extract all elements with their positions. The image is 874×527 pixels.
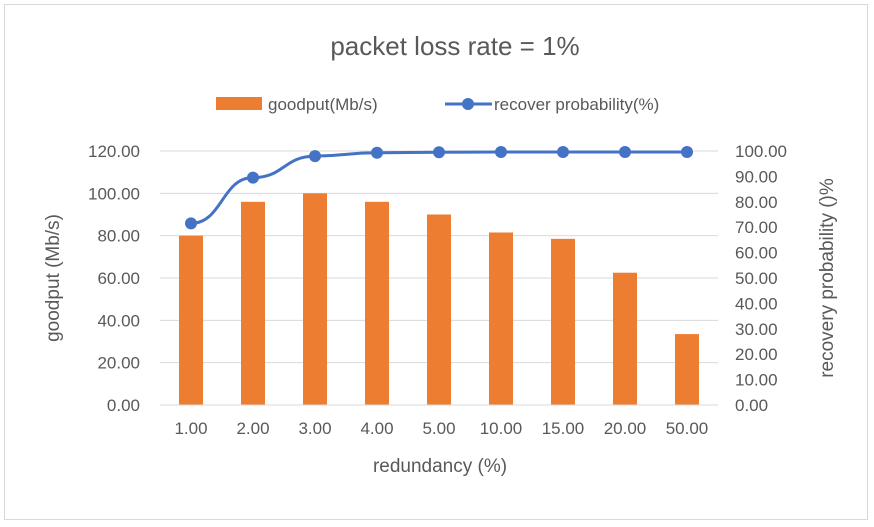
line-point xyxy=(619,146,631,159)
bar-series-goodput xyxy=(179,193,699,405)
x-tick-label: 2.00 xyxy=(236,419,269,438)
legend-swatch-goodput xyxy=(216,97,262,110)
y-axis-left-label: goodput (Mb/s) xyxy=(43,214,64,342)
y-right-tick-label: 20.00 xyxy=(735,345,778,364)
bar xyxy=(427,214,451,405)
y-left-tick-label: 100.00 xyxy=(88,184,140,203)
y-axis-left: 0.00 20.00 40.00 60.00 80.00 100.00 120.00 xyxy=(88,142,140,415)
y-axis-right: 0.00 10.00 20.00 30.00 40.00 50.00 60.00 70.00 8… xyxy=(735,142,787,415)
x-tick-label: 10.00 xyxy=(480,419,523,438)
y-left-tick-label: 120.00 xyxy=(88,142,140,161)
x-tick-label: 15.00 xyxy=(542,419,585,438)
line-point xyxy=(495,146,507,159)
x-tick-label: 5.00 xyxy=(422,419,455,438)
y-right-tick-label: 10.00 xyxy=(735,371,778,390)
x-tick-label: 4.00 xyxy=(360,419,393,438)
line-point xyxy=(247,171,259,184)
y-left-tick-label: 60.00 xyxy=(97,269,140,288)
line-point xyxy=(681,146,693,159)
x-axis: 1.00 2.00 3.00 4.00 5.00 10.00 15.00 20.00 50.00 xyxy=(160,404,718,438)
line-series-recover xyxy=(185,146,693,230)
x-tick-label: 3.00 xyxy=(298,419,331,438)
line-point xyxy=(557,146,569,159)
line-point xyxy=(433,146,445,159)
y-left-tick-label: 80.00 xyxy=(97,227,140,246)
y-left-tick-label: 20.00 xyxy=(97,354,140,373)
bar xyxy=(613,272,637,405)
y-left-tick-label: 40.00 xyxy=(97,311,140,330)
line-point xyxy=(185,217,197,230)
y-right-tick-label: 90.00 xyxy=(735,167,778,186)
y-right-tick-label: 80.00 xyxy=(735,193,778,212)
y-right-tick-label: 40.00 xyxy=(735,294,778,313)
bar xyxy=(365,201,389,405)
bar xyxy=(241,201,265,405)
x-tick-label: 20.00 xyxy=(604,419,647,438)
bar xyxy=(675,334,699,405)
chart-title: packet loss rate = 1% xyxy=(330,31,579,61)
y-right-tick-label: 50.00 xyxy=(735,269,778,288)
y-left-tick-label: 0.00 xyxy=(107,396,140,415)
bar xyxy=(551,238,575,405)
bar xyxy=(179,235,203,405)
x-axis-label: redundancy (%) xyxy=(373,456,507,477)
legend-swatch-recover-marker xyxy=(462,98,474,110)
y-right-tick-label: 60.00 xyxy=(735,244,778,263)
x-tick-label: 1.00 xyxy=(174,419,207,438)
bar xyxy=(489,232,513,405)
line-point xyxy=(371,146,383,159)
recover-line xyxy=(190,150,687,225)
legend: goodput(Mb/s) recover probability(%) xyxy=(216,95,659,114)
x-tick-label: 50.00 xyxy=(666,419,709,438)
y-right-tick-label: 100.00 xyxy=(735,142,787,161)
line-point xyxy=(309,150,321,163)
y-axis-right-label: recovery probability ()% xyxy=(817,178,838,378)
y-right-tick-label: 30.00 xyxy=(735,320,778,339)
legend-label-recover: recover probability(%) xyxy=(494,95,659,114)
legend-label-goodput: goodput(Mb/s) xyxy=(268,95,378,114)
bar xyxy=(303,193,327,405)
y-right-tick-label: 70.00 xyxy=(735,218,778,237)
y-right-tick-label: 0.00 xyxy=(735,396,768,415)
